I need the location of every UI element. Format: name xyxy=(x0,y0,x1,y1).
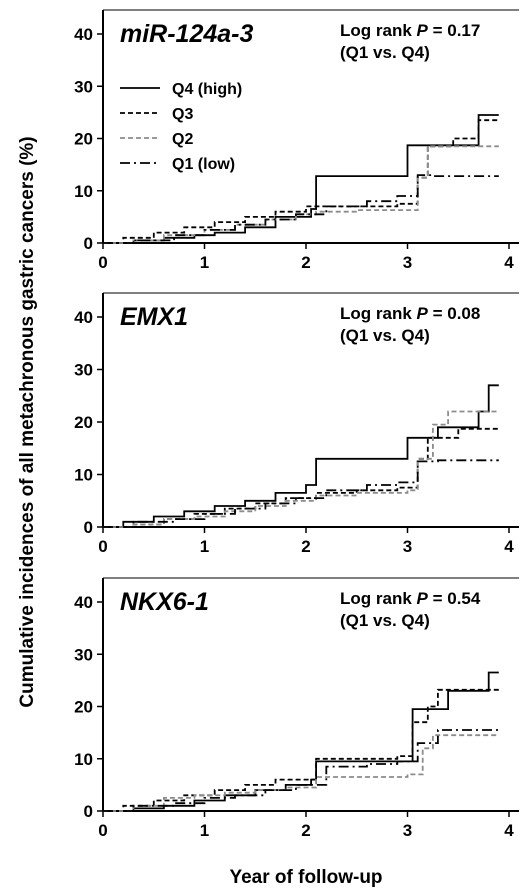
legend-label: Q3 xyxy=(172,106,193,123)
y-tick-label: 40 xyxy=(74,25,93,44)
y-tick-label: 30 xyxy=(74,361,93,380)
y-tick-label: 20 xyxy=(74,130,93,149)
series-line-q4-high xyxy=(103,114,499,244)
y-tick-label: 10 xyxy=(74,750,93,769)
x-tick-label: 3 xyxy=(403,821,412,840)
x-tick-label: 4 xyxy=(504,821,514,840)
x-tick-label: 2 xyxy=(301,253,310,272)
panel-2: 0 10 20 30 40 0 1 2 3 4 EMX1 Log rank P = 0.08 (Q1 v… xyxy=(74,292,519,556)
y-tick-label: 0 xyxy=(84,234,93,253)
x-tick-label: 1 xyxy=(200,537,209,556)
x-tick-label: 4 xyxy=(504,537,514,556)
series-line-q3 xyxy=(103,427,499,528)
series-line-q4-high xyxy=(103,384,499,528)
log-rank-annotation: Log rank P = 0.54 xyxy=(340,589,481,608)
panel-title: NKX6-1 xyxy=(120,588,209,616)
series-line-q1-low xyxy=(103,459,499,528)
panel-3: 0 10 20 30 40 0 1 2 3 4 NKX6-1 Log rank P = 0.54 (Q1… xyxy=(74,577,519,840)
panel-title: miR-124a-3 xyxy=(120,20,253,48)
y-tick-label: 40 xyxy=(74,308,93,327)
y-tick-label: 10 xyxy=(74,182,93,201)
y-tick-label: 20 xyxy=(74,413,93,432)
comparison-annotation: (Q1 vs. Q4) xyxy=(340,611,430,630)
x-tick-label: 3 xyxy=(403,537,412,556)
legend: Q4 (high) Q3 Q2 Q1 (low) xyxy=(120,81,242,173)
legend-label: Q1 (low) xyxy=(172,156,235,173)
y-tick-label: 20 xyxy=(74,698,93,717)
comparison-annotation: (Q1 vs. Q4) xyxy=(340,326,430,345)
log-rank-annotation: Log rank P = 0.08 xyxy=(340,304,480,323)
series-line-q3 xyxy=(103,688,499,812)
x-tick-label: 3 xyxy=(403,253,412,272)
legend-label: Q2 xyxy=(172,131,193,148)
series-line-q2 xyxy=(103,145,499,244)
y-tick-label: 10 xyxy=(74,466,93,485)
x-tick-label: 1 xyxy=(200,821,209,840)
y-tick-label: 30 xyxy=(74,645,93,664)
x-tick-label: 0 xyxy=(98,537,107,556)
x-tick-label: 0 xyxy=(98,821,107,840)
y-tick-label: 0 xyxy=(84,518,93,537)
series-line-q2 xyxy=(103,734,499,812)
x-tick-label: 4 xyxy=(504,253,514,272)
series-line-q1-low xyxy=(103,174,499,244)
series-line-q4-high xyxy=(103,671,499,812)
x-tick-label: 2 xyxy=(301,821,310,840)
y-tick-label: 0 xyxy=(84,802,93,821)
panel-1: 0 10 20 30 40 0 1 2 3 4 miR-124a-3 Log rank P = 0.1… xyxy=(74,9,519,272)
series-line-q1-low xyxy=(103,729,499,812)
legend-label: Q4 (high) xyxy=(172,81,242,98)
x-axis-label: Year of follow-up xyxy=(229,867,382,888)
x-tick-label: 1 xyxy=(200,253,209,272)
series-line-q3 xyxy=(103,119,499,244)
x-tick-label: 0 xyxy=(98,253,107,272)
y-tick-label: 30 xyxy=(74,77,93,96)
x-tick-label: 2 xyxy=(301,537,310,556)
y-axis-label: Cumulative incidences of all metachronou… xyxy=(17,136,38,707)
comparison-annotation: (Q1 vs. Q4) xyxy=(340,43,430,62)
panel-title: EMX1 xyxy=(120,303,188,331)
y-tick-label: 40 xyxy=(74,593,93,612)
series-line-q2 xyxy=(103,410,499,528)
log-rank-annotation: Log rank P = 0.17 xyxy=(340,21,480,40)
